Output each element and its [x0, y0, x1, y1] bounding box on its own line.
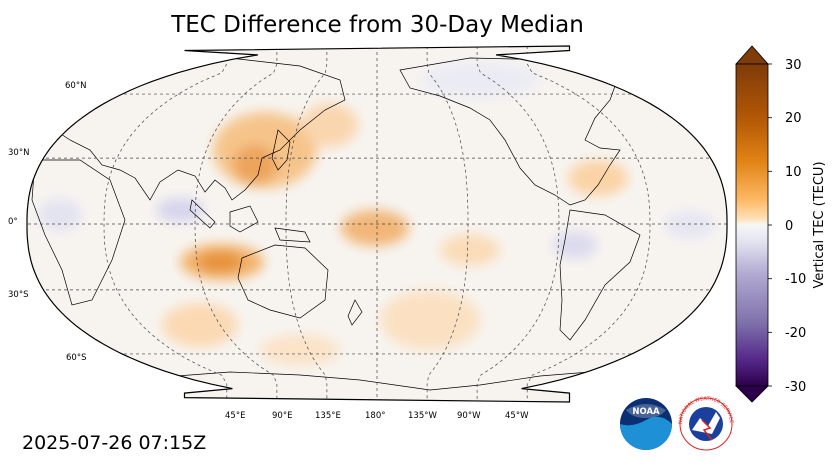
anomaly-africa-neg	[38, 199, 82, 231]
gridline-lon	[476, 46, 560, 402]
noaa-logo: NOAA	[620, 398, 672, 450]
colorbar-tick-0: 0	[785, 219, 793, 234]
anomaly-field	[27, 46, 727, 402]
anomaly-arctic	[420, 62, 540, 98]
colorbar-tick-20: 20	[785, 111, 802, 126]
anomaly-south-indian	[162, 303, 238, 347]
lon-label-90w: 90°W	[457, 411, 481, 421]
anomaly-maritime-neg	[156, 198, 204, 222]
gridlines	[27, 46, 727, 402]
colorbar-tick-neg20: -20	[785, 326, 806, 341]
coast-eurasia	[39, 57, 346, 201]
lon-label-90e: 90°E	[272, 411, 292, 421]
lon-labels: 45°E 90°E 135°E 180° 135°W 90°W 45°W	[225, 411, 529, 421]
lat-labels: 60°N 30°N 0° 30°S 60°S	[8, 81, 86, 363]
nws-logo: NATIONAL WEATHER SERVICE	[678, 396, 734, 451]
lon-label-135e: 135°E	[315, 411, 341, 421]
anomaly-central-pacific	[341, 210, 409, 246]
gridline-lon	[194, 46, 278, 402]
gridline-lon	[103, 46, 228, 402]
colorbar-tick-30: 30	[785, 58, 802, 73]
lat-label-30s: 30°S	[8, 290, 28, 300]
gridline-lon	[426, 46, 469, 402]
coast-south-america	[559, 209, 641, 341]
coast-nz	[347, 299, 363, 326]
anomaly-east-asia-core	[233, 145, 277, 185]
colorbar-label: Vertical TEC (TECU)	[812, 161, 827, 288]
colorbar-tick-neg30: -30	[785, 380, 806, 395]
lat-label-30n: 30°N	[8, 148, 29, 158]
coast-australia	[237, 244, 329, 319]
lon-label-45e: 45°E	[225, 411, 245, 421]
colorbar-gradient	[735, 63, 769, 387]
anomaly-south-pacific	[380, 290, 480, 350]
anomaly-indian-ocean-core	[198, 252, 242, 272]
colorbar-top-extend	[735, 45, 769, 65]
coast-borneo	[229, 205, 259, 233]
coast-japan	[271, 129, 291, 171]
gridline-lon	[285, 46, 328, 402]
colorbar: 30 20 10 0 -10 -20 -30 Vertical TEC (TEC…	[735, 45, 827, 403]
anomaly-south-pos	[260, 334, 340, 366]
noaa-logo-text: NOAA	[632, 407, 660, 417]
coast-png	[274, 227, 311, 243]
lon-label-135w: 135°W	[408, 411, 437, 421]
colorbar-bottom-extend	[735, 385, 769, 403]
colorbar-tick-10: 10	[785, 165, 802, 180]
chart-title: TEC Difference from 30-Day Median	[171, 12, 584, 38]
anomaly-atlantic-neg	[664, 211, 716, 239]
coast-africa	[31, 159, 126, 306]
gridline-lon	[526, 46, 651, 402]
lon-label-180: 180°	[365, 411, 385, 421]
coast-greenland	[579, 49, 661, 83]
lat-label-0: 0°	[8, 217, 18, 227]
coast-sumatra	[189, 199, 216, 229]
colorbar-tick-neg10: -10	[785, 272, 806, 287]
anomaly-pacific-east	[440, 234, 500, 266]
anomaly-north-pacific	[302, 103, 358, 147]
map-border	[26, 45, 728, 403]
anomaly-south-america-neg	[553, 231, 597, 259]
anomaly-east-na	[568, 160, 628, 196]
timestamp: 2025-07-26 07:15Z	[22, 432, 207, 454]
lat-label-60n: 60°N	[65, 81, 86, 91]
lon-label-45w: 45°W	[505, 411, 529, 421]
lat-label-60s: 60°S	[66, 353, 86, 363]
